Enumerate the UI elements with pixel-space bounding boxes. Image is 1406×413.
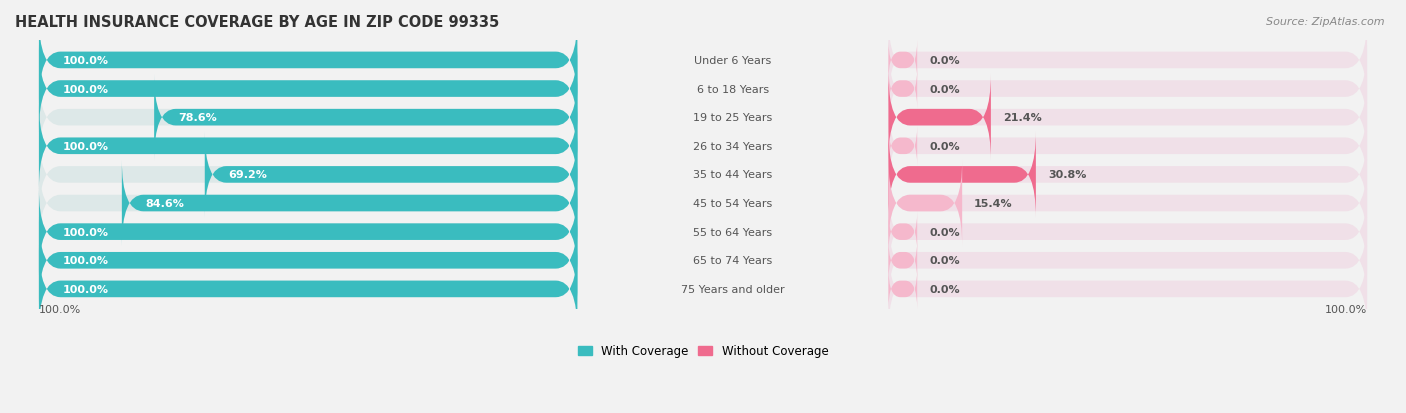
FancyBboxPatch shape bbox=[122, 160, 578, 247]
Legend: With Coverage, Without Coverage: With Coverage, Without Coverage bbox=[572, 340, 834, 362]
Text: 0.0%: 0.0% bbox=[929, 141, 960, 152]
Text: 100.0%: 100.0% bbox=[63, 256, 108, 266]
FancyBboxPatch shape bbox=[39, 218, 578, 304]
FancyBboxPatch shape bbox=[889, 40, 917, 81]
FancyBboxPatch shape bbox=[889, 212, 917, 252]
Text: 84.6%: 84.6% bbox=[146, 199, 184, 209]
FancyBboxPatch shape bbox=[39, 218, 578, 304]
Text: Source: ZipAtlas.com: Source: ZipAtlas.com bbox=[1267, 17, 1385, 26]
Text: 0.0%: 0.0% bbox=[929, 227, 960, 237]
FancyBboxPatch shape bbox=[39, 18, 578, 104]
FancyBboxPatch shape bbox=[39, 189, 578, 275]
Text: 100.0%: 100.0% bbox=[63, 227, 108, 237]
FancyBboxPatch shape bbox=[205, 132, 578, 218]
FancyBboxPatch shape bbox=[889, 160, 1367, 247]
FancyBboxPatch shape bbox=[889, 46, 1367, 133]
Text: 100.0%: 100.0% bbox=[63, 141, 108, 152]
FancyBboxPatch shape bbox=[889, 132, 1367, 218]
Text: 0.0%: 0.0% bbox=[929, 56, 960, 66]
FancyBboxPatch shape bbox=[889, 240, 917, 281]
Text: 100.0%: 100.0% bbox=[63, 84, 108, 94]
FancyBboxPatch shape bbox=[155, 75, 578, 161]
Text: 15.4%: 15.4% bbox=[974, 199, 1012, 209]
FancyBboxPatch shape bbox=[889, 69, 917, 109]
Text: Under 6 Years: Under 6 Years bbox=[695, 56, 772, 66]
FancyBboxPatch shape bbox=[39, 189, 578, 275]
Text: 19 to 25 Years: 19 to 25 Years bbox=[693, 113, 772, 123]
Text: 100.0%: 100.0% bbox=[39, 304, 82, 314]
Text: 100.0%: 100.0% bbox=[63, 56, 108, 66]
Text: 69.2%: 69.2% bbox=[229, 170, 267, 180]
FancyBboxPatch shape bbox=[39, 132, 578, 218]
Text: 55 to 64 Years: 55 to 64 Years bbox=[693, 227, 772, 237]
Text: 100.0%: 100.0% bbox=[63, 284, 108, 294]
FancyBboxPatch shape bbox=[39, 246, 578, 332]
FancyBboxPatch shape bbox=[889, 18, 1367, 104]
FancyBboxPatch shape bbox=[889, 246, 1367, 332]
FancyBboxPatch shape bbox=[889, 160, 962, 247]
FancyBboxPatch shape bbox=[889, 126, 917, 167]
Text: 26 to 34 Years: 26 to 34 Years bbox=[693, 141, 772, 152]
Text: 30.8%: 30.8% bbox=[1047, 170, 1087, 180]
FancyBboxPatch shape bbox=[39, 103, 578, 190]
FancyBboxPatch shape bbox=[39, 46, 578, 133]
Text: 35 to 44 Years: 35 to 44 Years bbox=[693, 170, 772, 180]
FancyBboxPatch shape bbox=[889, 269, 917, 309]
Text: 100.0%: 100.0% bbox=[1324, 304, 1367, 314]
FancyBboxPatch shape bbox=[889, 218, 1367, 304]
Text: 0.0%: 0.0% bbox=[929, 256, 960, 266]
FancyBboxPatch shape bbox=[889, 132, 1036, 218]
FancyBboxPatch shape bbox=[889, 103, 1367, 190]
FancyBboxPatch shape bbox=[39, 246, 578, 332]
Text: 21.4%: 21.4% bbox=[1002, 113, 1042, 123]
Text: HEALTH INSURANCE COVERAGE BY AGE IN ZIP CODE 99335: HEALTH INSURANCE COVERAGE BY AGE IN ZIP … bbox=[15, 15, 499, 30]
FancyBboxPatch shape bbox=[39, 75, 578, 161]
FancyBboxPatch shape bbox=[889, 75, 991, 161]
Text: 65 to 74 Years: 65 to 74 Years bbox=[693, 256, 772, 266]
FancyBboxPatch shape bbox=[889, 189, 1367, 275]
Text: 6 to 18 Years: 6 to 18 Years bbox=[697, 84, 769, 94]
FancyBboxPatch shape bbox=[39, 103, 578, 190]
Text: 45 to 54 Years: 45 to 54 Years bbox=[693, 199, 772, 209]
Text: 78.6%: 78.6% bbox=[179, 113, 217, 123]
FancyBboxPatch shape bbox=[39, 46, 578, 133]
FancyBboxPatch shape bbox=[889, 75, 1367, 161]
FancyBboxPatch shape bbox=[39, 18, 578, 104]
Text: 0.0%: 0.0% bbox=[929, 84, 960, 94]
FancyBboxPatch shape bbox=[39, 160, 578, 247]
Text: 75 Years and older: 75 Years and older bbox=[681, 284, 785, 294]
Text: 0.0%: 0.0% bbox=[929, 284, 960, 294]
